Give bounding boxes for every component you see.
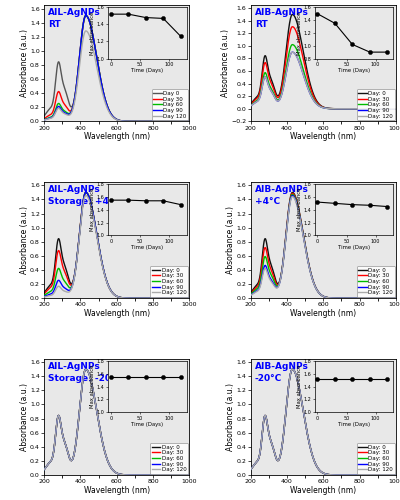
X-axis label: Wavelength (nm): Wavelength (nm) [290,486,356,494]
X-axis label: Wavelength (nm): Wavelength (nm) [84,486,150,494]
Y-axis label: Absorbance (a.u.): Absorbance (a.u.) [226,383,235,451]
Legend: Day 0, Day 30, Day 60, Day 90, Day 120: Day 0, Day 30, Day 60, Day 90, Day 120 [152,89,188,120]
Y-axis label: Absorbance (a.u.): Absorbance (a.u.) [226,206,235,274]
Text: Storage: +4°C: Storage: +4°C [48,197,120,206]
Y-axis label: Absorbance (a.u.): Absorbance (a.u.) [20,383,28,451]
Text: AIB-AgNPs: AIB-AgNPs [255,186,309,194]
X-axis label: Wavelength (nm): Wavelength (nm) [290,132,356,141]
Y-axis label: Absorbance (a.u.): Absorbance (a.u.) [20,29,28,97]
Y-axis label: Absorbance (a.u.): Absorbance (a.u.) [20,206,28,274]
Text: -20°C: -20°C [255,374,282,383]
X-axis label: Wavelength (nm): Wavelength (nm) [290,308,356,318]
X-axis label: Wavelength (nm): Wavelength (nm) [84,308,150,318]
Text: RT: RT [255,20,268,29]
Legend: Day: 0, Day: 30, Day: 60, Day: 90, Day: 120: Day: 0, Day: 30, Day: 60, Day: 90, Day: … [150,443,188,474]
Legend: Day: 0, Day: 30, Day: 60, Day: 90, Day: 120: Day: 0, Day: 30, Day: 60, Day: 90, Day: … [357,443,395,474]
Text: AIL-AgNPs: AIL-AgNPs [48,362,101,371]
Text: AIL-AgNPs: AIL-AgNPs [48,186,101,194]
X-axis label: Wavelength (nm): Wavelength (nm) [84,132,150,141]
Y-axis label: Absorbance (a.u.): Absorbance (a.u.) [221,29,230,97]
Legend: Day: 0, Day: 30, Day: 60, Day: 90, Day: 120: Day: 0, Day: 30, Day: 60, Day: 90, Day: … [357,89,395,120]
Legend: Day: 0, Day: 30, Day: 60, Day: 90, Day: 120: Day: 0, Day: 30, Day: 60, Day: 90, Day: … [150,266,188,297]
Legend: Day: 0, Day: 30, Day: 60, Day: 90, Day: 120: Day: 0, Day: 30, Day: 60, Day: 90, Day: … [357,266,395,297]
Text: Storage: -20°C: Storage: -20°C [48,374,122,383]
Text: AIB-AgNPs: AIB-AgNPs [255,8,309,18]
Text: RT: RT [48,20,61,29]
Text: AIL-AgNPs: AIL-AgNPs [48,8,101,18]
Text: +4°C: +4°C [255,197,280,206]
Text: AIB-AgNPs: AIB-AgNPs [255,362,309,371]
